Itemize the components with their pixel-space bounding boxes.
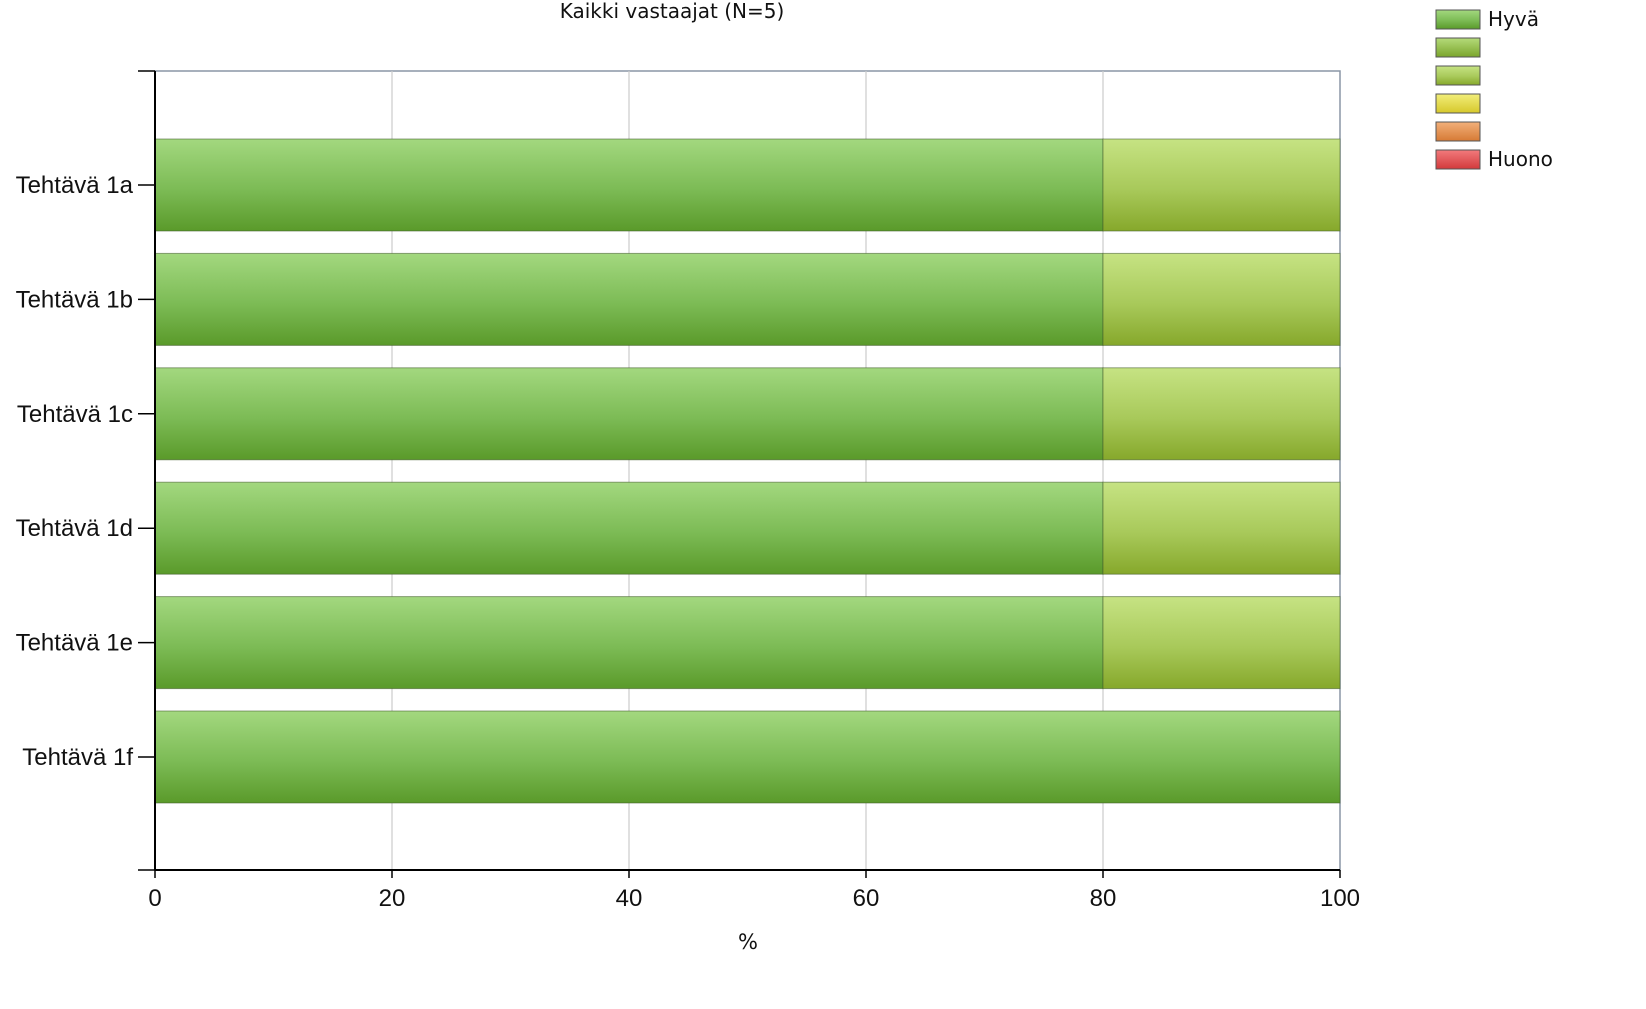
bar-6-series-1	[154, 710, 1341, 804]
category-label-2: Tehtävä 1b	[16, 286, 133, 313]
category-label-3: Tehtävä 1c	[17, 401, 133, 428]
x-tick-label-100: 100	[1320, 885, 1360, 912]
category-label-6: Tehtävä 1f	[22, 744, 133, 771]
category-label-5: Tehtävä 1e	[16, 630, 133, 657]
bar-5-series-1	[154, 596, 1104, 690]
x-tick-label-20: 20	[379, 885, 406, 912]
legend-swatch-4	[1435, 93, 1481, 114]
bars	[154, 138, 1341, 804]
legend-swatch-3	[1435, 65, 1481, 86]
chart-title: Kaikki vastaajat (N=5)	[560, 0, 785, 23]
category-label-4: Tehtävä 1d	[16, 515, 133, 542]
bar-3-series-3	[1102, 367, 1341, 461]
bar-4-series-3	[1102, 481, 1341, 575]
bar-5-series-3	[1102, 596, 1341, 690]
bar-2-series-1	[154, 252, 1104, 346]
bar-3-series-1	[154, 367, 1104, 461]
bar-2-series-3	[1102, 252, 1341, 346]
x-axis-label: %	[738, 930, 758, 954]
bar-1-series-3	[1102, 138, 1341, 232]
legend-swatch-1	[1435, 9, 1481, 30]
legend: Hyvä Huono	[1435, 7, 1553, 171]
x-tick-label-40: 40	[616, 885, 643, 912]
axes	[138, 70, 1341, 878]
bar-1-series-1	[154, 138, 1104, 232]
legend-swatch-6	[1435, 149, 1481, 170]
axis-labels: Tehtävä 1a Tehtävä 1b Tehtävä 1c Tehtävä 1d…	[16, 172, 1360, 912]
x-tick-label-0: 0	[148, 885, 161, 912]
legend-swatch-5	[1435, 121, 1481, 142]
legend-label-1: Hyvä	[1488, 7, 1539, 31]
category-label-1: Tehtävä 1a	[16, 172, 134, 199]
legend-swatch-2	[1435, 37, 1481, 58]
x-tick-label-80: 80	[1090, 885, 1117, 912]
legend-label-6: Huono	[1488, 147, 1553, 171]
bar-4-series-1	[154, 481, 1104, 575]
x-tick-label-60: 60	[853, 885, 880, 912]
